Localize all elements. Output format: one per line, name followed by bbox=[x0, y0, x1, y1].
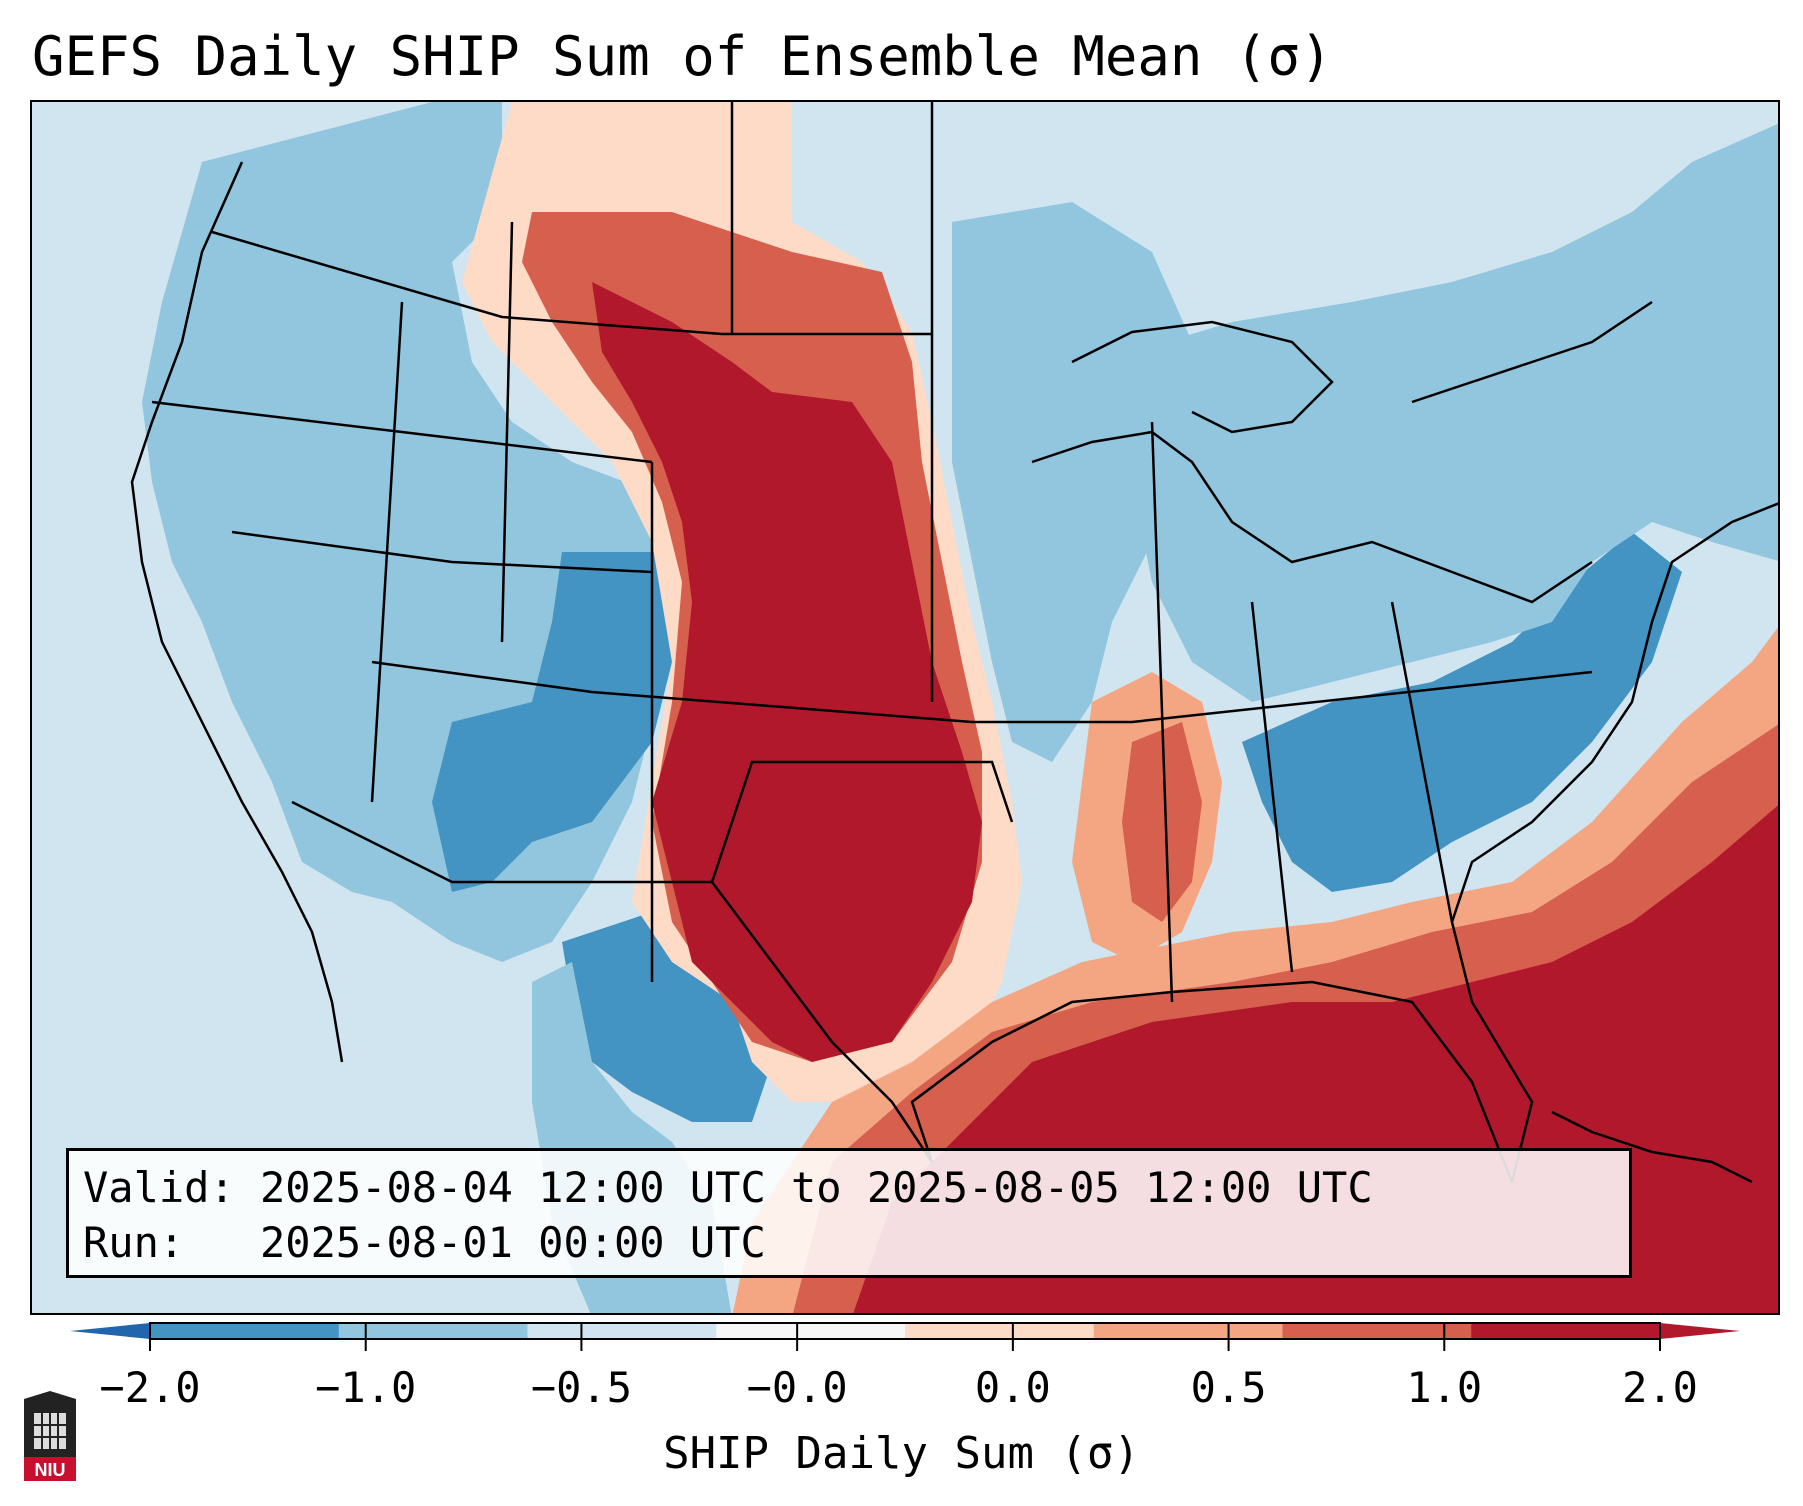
logo-badge bbox=[24, 1457, 76, 1481]
colorbar-tick-label: 2.0 bbox=[1622, 1363, 1698, 1412]
great-lakes-outline bbox=[1071, 320, 1334, 434]
colorbar-segment bbox=[1471, 1323, 1661, 1339]
colorbar-label: SHIP Daily Sum (σ) bbox=[663, 1428, 1140, 1479]
colorbar-ticks bbox=[149, 1323, 1661, 1351]
state-border-line bbox=[370, 102, 1454, 1003]
colorbar-tick-label: −0.0 bbox=[746, 1363, 848, 1412]
state-border-line bbox=[1411, 300, 1653, 404]
colorbar-extend-low bbox=[70, 1323, 150, 1339]
colorbar bbox=[70, 1322, 1740, 1351]
colorbar-segment bbox=[716, 1323, 906, 1339]
chart-title: GEFS Daily SHIP Sum of Ensemble Mean (σ) bbox=[32, 25, 1333, 88]
colorbar-tick-label: 0.5 bbox=[1190, 1363, 1267, 1412]
cuba-outline bbox=[1551, 1110, 1753, 1184]
colorbar-segment bbox=[1282, 1323, 1472, 1339]
valid-label: Valid: bbox=[83, 1163, 235, 1212]
colorbar-segment bbox=[150, 1323, 340, 1339]
northern-border bbox=[211, 230, 932, 336]
colorbar-segments bbox=[150, 1323, 1661, 1339]
colorbar-tick-label: −1.0 bbox=[315, 1363, 417, 1412]
colorbar-tick-label: 0.0 bbox=[974, 1363, 1051, 1412]
niu-logo: NIU bbox=[24, 1391, 76, 1481]
logo-window-grid bbox=[34, 1413, 66, 1449]
valid-time-range: 2025-08-04 12:00 UTC to 2025-08-05 12:00… bbox=[260, 1163, 1373, 1212]
rio-grande bbox=[711, 881, 934, 1163]
run-label: Run: bbox=[83, 1218, 235, 1267]
colorbar-tick-label: 1.0 bbox=[1406, 1363, 1483, 1412]
colorbar-extend-high bbox=[1660, 1323, 1740, 1339]
state-border-line bbox=[151, 400, 653, 464]
southeast-strong-negative bbox=[1242, 532, 1682, 892]
state-border-line bbox=[1031, 430, 1593, 604]
valid-time-box: Valid: 2025-08-04 12:00 UTC to 2025-08-0… bbox=[66, 1148, 1632, 1278]
midwest-negative bbox=[952, 202, 1192, 762]
state-border-line bbox=[371, 660, 1593, 724]
pacific-coastline bbox=[130, 161, 344, 1063]
northeast-negative bbox=[1132, 123, 1778, 702]
mexico-negative-band bbox=[562, 912, 772, 1122]
colorbar-tick-label: −0.5 bbox=[530, 1363, 632, 1412]
state-border-line bbox=[710, 760, 1014, 883]
logo-text: NIU bbox=[35, 1460, 66, 1480]
southwest-strong-negative bbox=[432, 552, 672, 892]
state-border-line bbox=[231, 530, 653, 574]
ship-field-map bbox=[32, 102, 1778, 1313]
colorbar-segment bbox=[905, 1323, 1095, 1339]
coastlines-and-borders bbox=[130, 102, 1778, 1183]
run-time: 2025-08-01 00:00 UTC bbox=[260, 1218, 766, 1267]
mississippi-strong-positive bbox=[1122, 722, 1202, 922]
colorbar-segment bbox=[1093, 1323, 1283, 1339]
map-panel bbox=[30, 100, 1780, 1315]
plains-strong-positive bbox=[592, 282, 982, 1062]
logo-roof bbox=[24, 1391, 76, 1399]
colorbar-segment bbox=[338, 1323, 528, 1339]
southwest-border bbox=[291, 800, 712, 884]
colorbar-tick-label: −2.0 bbox=[99, 1363, 201, 1412]
colorbar-segment bbox=[527, 1323, 717, 1339]
atlantic-coastline bbox=[1450, 502, 1778, 1183]
